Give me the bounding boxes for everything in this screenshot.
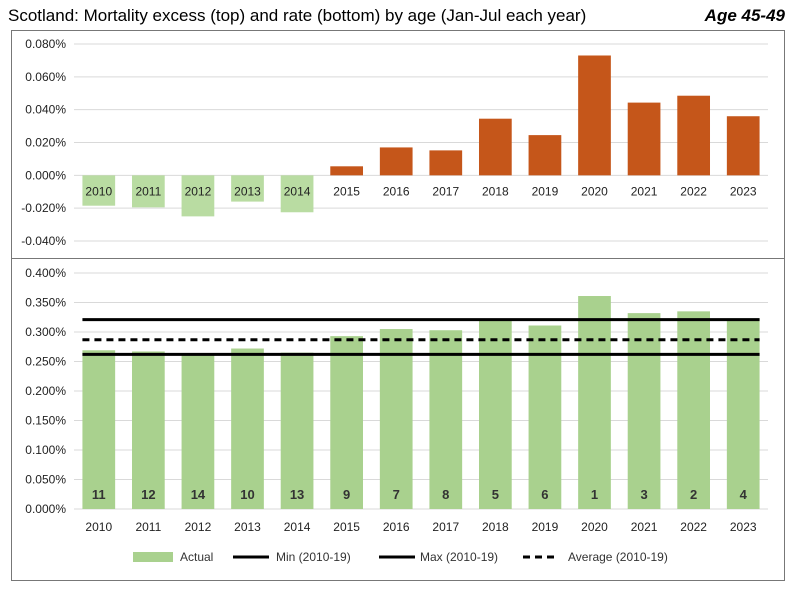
excess-y-tick-label: 0.040%	[25, 103, 66, 117]
excess-bar	[528, 135, 562, 176]
chart-title: Scotland: Mortality excess (top) and rat…	[8, 6, 587, 25]
rate-x-tick-label: 2010	[85, 520, 112, 534]
excess-y-tick-label: -0.040%	[21, 234, 66, 248]
rate-x-tick-label: 2012	[185, 520, 212, 534]
legend-label-actual: Actual	[180, 550, 213, 564]
excess-y-tick-label: 0.020%	[25, 136, 66, 150]
rank-label: 9	[343, 487, 350, 502]
age-group-label: Age 45-49	[704, 6, 785, 25]
rank-label: 14	[191, 487, 206, 502]
excess-x-tick-label: 2018	[482, 184, 509, 198]
rate-y-tick-label: 0.100%	[25, 443, 66, 457]
rate-x-tick-label: 2020	[581, 520, 608, 534]
excess-x-tick-label: 2012	[185, 184, 212, 198]
excess-x-tick-label: 2017	[432, 184, 459, 198]
excess-x-tick-label: 2023	[730, 184, 757, 198]
excess-bar	[379, 147, 413, 176]
excess-panel-frame	[11, 30, 785, 259]
excess-bar	[181, 175, 215, 217]
rate-bar	[330, 336, 364, 509]
excess-y-tick-label: 0.080%	[25, 37, 66, 51]
rate-y-tick-label: 0.350%	[25, 296, 66, 310]
excess-x-tick-label: 2015	[333, 184, 360, 198]
rate-bar	[231, 348, 264, 509]
rate-bar	[627, 313, 661, 509]
excess-bar	[82, 175, 116, 206]
rate-bar	[131, 351, 165, 509]
rate-y-tick-label: 0.000%	[25, 502, 66, 516]
legend-label-min: Min (2010-19)	[276, 550, 351, 564]
excess-y-tick-label: 0.000%	[25, 168, 66, 182]
rate-x-tick-label: 2011	[135, 520, 161, 534]
legend-label-max: Max (2010-19)	[420, 550, 498, 564]
rank-label: 2	[690, 487, 697, 502]
legend-swatch-actual	[133, 552, 173, 562]
rate-bar	[181, 354, 215, 509]
rank-label: 3	[640, 487, 647, 502]
rate-y-tick-label: 0.050%	[25, 473, 66, 487]
excess-bar	[231, 175, 264, 202]
rate-bar	[82, 350, 116, 509]
excess-bar	[627, 102, 661, 176]
rank-label: 8	[442, 487, 449, 502]
excess-x-tick-label: 2013	[234, 184, 261, 198]
rate-bar	[379, 329, 413, 509]
rate-y-tick-label: 0.300%	[25, 325, 66, 339]
rate-bar	[429, 330, 463, 509]
rate-x-tick-label: 2023	[730, 520, 757, 534]
rank-label: 1	[591, 487, 598, 502]
rate-bar	[478, 319, 512, 509]
rate-panel-frame	[11, 258, 785, 581]
excess-bar	[726, 116, 760, 176]
rate-x-tick-label: 2022	[680, 520, 707, 534]
legend-label-average: Average (2010-19)	[568, 550, 668, 564]
rate-bar	[726, 318, 760, 509]
excess-bar	[131, 175, 165, 208]
excess-y-tick-label: 0.060%	[25, 70, 66, 84]
rank-label: 7	[393, 487, 400, 502]
excess-bar	[330, 166, 364, 176]
rate-y-tick-label: 0.200%	[25, 384, 66, 398]
rate-bar	[528, 325, 562, 509]
rank-label: 5	[492, 487, 499, 502]
rate-x-tick-label: 2018	[482, 520, 509, 534]
rank-label: 11	[92, 487, 106, 502]
rank-label: 6	[541, 487, 548, 502]
excess-bar	[677, 95, 711, 176]
excess-bar	[478, 118, 512, 176]
rate-bar	[578, 296, 611, 509]
rate-x-tick-label: 2019	[532, 520, 559, 534]
excess-bar	[578, 55, 611, 176]
rank-label: 10	[240, 487, 254, 502]
rate-x-tick-label: 2016	[383, 520, 410, 534]
excess-x-tick-label: 2019	[532, 184, 559, 198]
excess-y-tick-label: -0.020%	[21, 201, 66, 215]
excess-bar	[280, 175, 314, 213]
rate-y-tick-label: 0.150%	[25, 414, 66, 428]
rank-label: 4	[740, 487, 748, 502]
rate-y-tick-label: 0.250%	[25, 355, 66, 369]
rate-x-tick-label: 2017	[432, 520, 459, 534]
excess-x-tick-label: 2010	[85, 184, 112, 198]
excess-x-tick-label: 2022	[680, 184, 707, 198]
excess-x-tick-label: 2020	[581, 184, 608, 198]
rate-bar	[280, 352, 314, 509]
rate-y-tick-label: 0.400%	[25, 266, 66, 280]
excess-x-tick-label: 2021	[631, 184, 658, 198]
rate-x-tick-label: 2015	[333, 520, 360, 534]
excess-x-tick-label: 2016	[383, 184, 410, 198]
rate-x-tick-label: 2021	[631, 520, 658, 534]
rank-label: 13	[290, 487, 304, 502]
rate-x-tick-label: 2014	[284, 520, 311, 534]
rank-label: 12	[141, 487, 155, 502]
excess-x-tick-label: 2011	[135, 184, 161, 198]
rate-x-tick-label: 2013	[234, 520, 261, 534]
rate-bar	[677, 311, 711, 509]
excess-x-tick-label: 2014	[284, 184, 311, 198]
excess-bar	[429, 150, 463, 176]
